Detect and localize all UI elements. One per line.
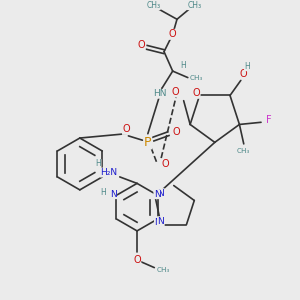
Text: HN: HN xyxy=(153,89,166,98)
Text: N: N xyxy=(158,189,164,198)
Text: CH₃: CH₃ xyxy=(156,267,170,273)
Text: H: H xyxy=(244,62,250,71)
Text: CH₃: CH₃ xyxy=(146,1,160,10)
Text: O: O xyxy=(133,255,141,265)
Text: N: N xyxy=(154,218,161,227)
Text: O: O xyxy=(172,127,180,136)
Text: CH₃: CH₃ xyxy=(187,1,201,10)
Text: H: H xyxy=(95,160,101,169)
Text: H₂N: H₂N xyxy=(100,168,118,177)
Text: H: H xyxy=(100,188,106,196)
Text: CH₃: CH₃ xyxy=(190,75,203,81)
Text: F: F xyxy=(266,115,272,125)
Text: N: N xyxy=(110,190,117,199)
Text: O: O xyxy=(239,69,247,79)
Text: O: O xyxy=(122,124,130,134)
Text: N: N xyxy=(158,217,164,226)
Text: H: H xyxy=(181,61,186,70)
Text: O: O xyxy=(171,87,179,97)
Text: O: O xyxy=(161,159,169,169)
Text: O: O xyxy=(193,88,200,98)
Text: CH₃: CH₃ xyxy=(237,148,250,154)
Text: N: N xyxy=(154,190,160,199)
Text: O: O xyxy=(169,29,176,39)
Text: P: P xyxy=(144,136,152,149)
Text: O: O xyxy=(137,40,145,50)
